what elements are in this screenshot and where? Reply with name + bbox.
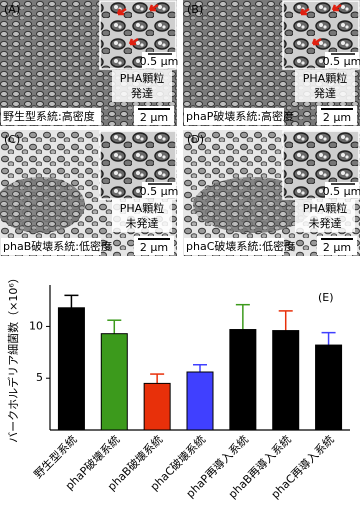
bar	[272, 330, 300, 431]
inset-scale-label: 0.5 μm	[140, 55, 179, 68]
bar	[57, 307, 85, 431]
scale-label: 2 μm	[323, 241, 351, 254]
scale-label: 2 μm	[140, 241, 168, 254]
y-tick-label: 10	[29, 319, 43, 332]
inset-scale-label: 0.5 μm	[323, 185, 360, 198]
caption-box	[1, 238, 101, 255]
panel-label: (D)	[187, 133, 204, 146]
note: 発達	[314, 86, 336, 100]
caption-box	[1, 108, 101, 125]
caption: phaB破壊系統:低密度	[3, 239, 112, 253]
arrow	[331, 3, 342, 12]
y-tick-label: 5	[36, 371, 43, 384]
arrow	[311, 37, 322, 46]
panel-label: (A)	[4, 3, 20, 16]
scale-box	[134, 236, 174, 255]
caption: phaP破壊系統:高密度	[186, 109, 294, 123]
bar	[229, 329, 257, 431]
y-axis-label: バークホルデリア細菌数（×10⁶）	[6, 272, 20, 443]
note: PHA顆粒	[303, 201, 347, 215]
bar	[100, 333, 128, 431]
inset-scale-box	[325, 182, 359, 198]
arrow	[299, 7, 310, 16]
inset-scale-label: 0.5 μm	[323, 55, 360, 68]
note-box	[295, 200, 355, 232]
inset-scale-box	[142, 52, 176, 68]
inset-scale-label: 0.5 μm	[140, 185, 179, 198]
note: 未発達	[309, 216, 342, 230]
scale-box	[317, 106, 357, 125]
note: PHA顆粒	[303, 71, 347, 85]
bar	[143, 382, 171, 431]
panel-label: (E)	[318, 291, 334, 304]
note-box	[295, 70, 355, 102]
scale-box	[317, 236, 357, 255]
scale-label: 2 μm	[323, 111, 351, 124]
caption: 野生型系統:高密度	[3, 109, 95, 123]
note: 未発達	[126, 216, 159, 230]
note: PHA顆粒	[120, 71, 164, 85]
note: PHA顆粒	[120, 201, 164, 215]
inset-scale-box	[325, 52, 359, 68]
arrow	[148, 3, 159, 12]
note: 発達	[131, 86, 153, 100]
arrow	[128, 37, 139, 46]
scale-label: 2 μm	[140, 111, 168, 124]
bar	[186, 371, 214, 431]
note-box	[112, 200, 172, 232]
panel-label: (B)	[187, 3, 203, 16]
inset-scale-box	[142, 182, 176, 198]
scale-box	[134, 106, 174, 125]
arrow	[116, 7, 127, 16]
bar	[315, 344, 343, 431]
caption-box	[184, 238, 284, 255]
caption-box	[184, 108, 284, 125]
note-box	[112, 70, 172, 102]
cell-cluster	[0, 177, 85, 233]
caption: phaC破壊系統:低密度	[186, 239, 295, 253]
panel-label: (C)	[4, 133, 20, 146]
